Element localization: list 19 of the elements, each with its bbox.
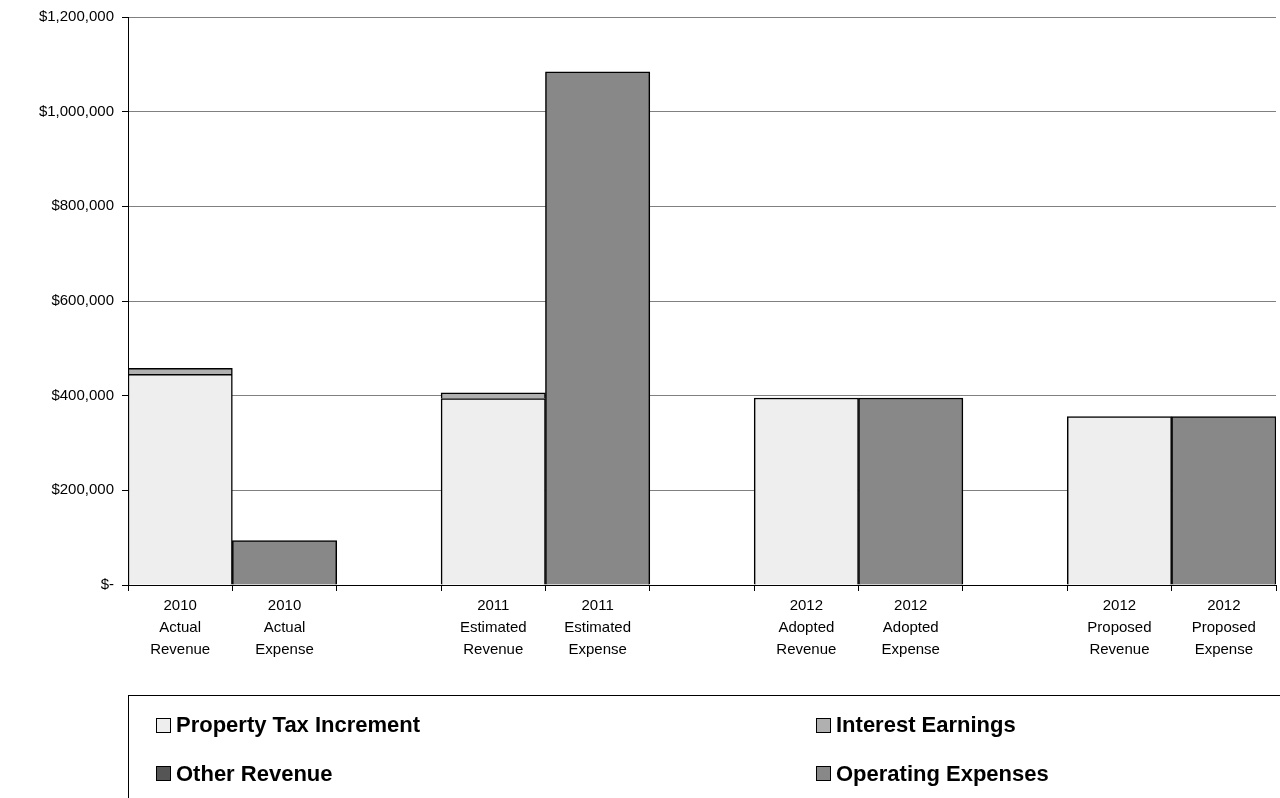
x-tick-label: 2011 Estimated Expense — [564, 596, 631, 657]
y-tick-label: $800,000 — [51, 196, 114, 214]
x-tick-label: 2012 Adopted Expense — [881, 596, 940, 657]
legend-label: Operating Expenses — [836, 760, 1049, 787]
y-tick-label: $- — [100, 575, 114, 593]
legend-label: Interest Earnings — [836, 712, 1016, 738]
y-tick-label: $1,000,000 — [38, 101, 114, 119]
y-tick-label: $600,000 — [51, 291, 114, 309]
x-tick-label: 2012 Proposed Revenue — [1087, 596, 1152, 657]
x-tick-label: 2010 Actual Revenue — [150, 596, 211, 657]
legend-label: Property Tax Increment — [176, 712, 421, 738]
legend-label: Other Revenue — [176, 760, 333, 787]
y-tick-label: $1,200,000 — [38, 7, 114, 25]
y-tick-label: $400,000 — [51, 385, 114, 403]
x-tick-label: 2011 Estimated Revenue — [459, 596, 527, 657]
x-tick-label: 2012 Proposed Expense — [1191, 596, 1256, 657]
x-tick-label: 2012 Adopted Revenue — [776, 596, 837, 657]
x-tick-label: 2010 Actual Expense — [255, 596, 314, 657]
y-tick-label: $200,000 — [51, 480, 114, 498]
